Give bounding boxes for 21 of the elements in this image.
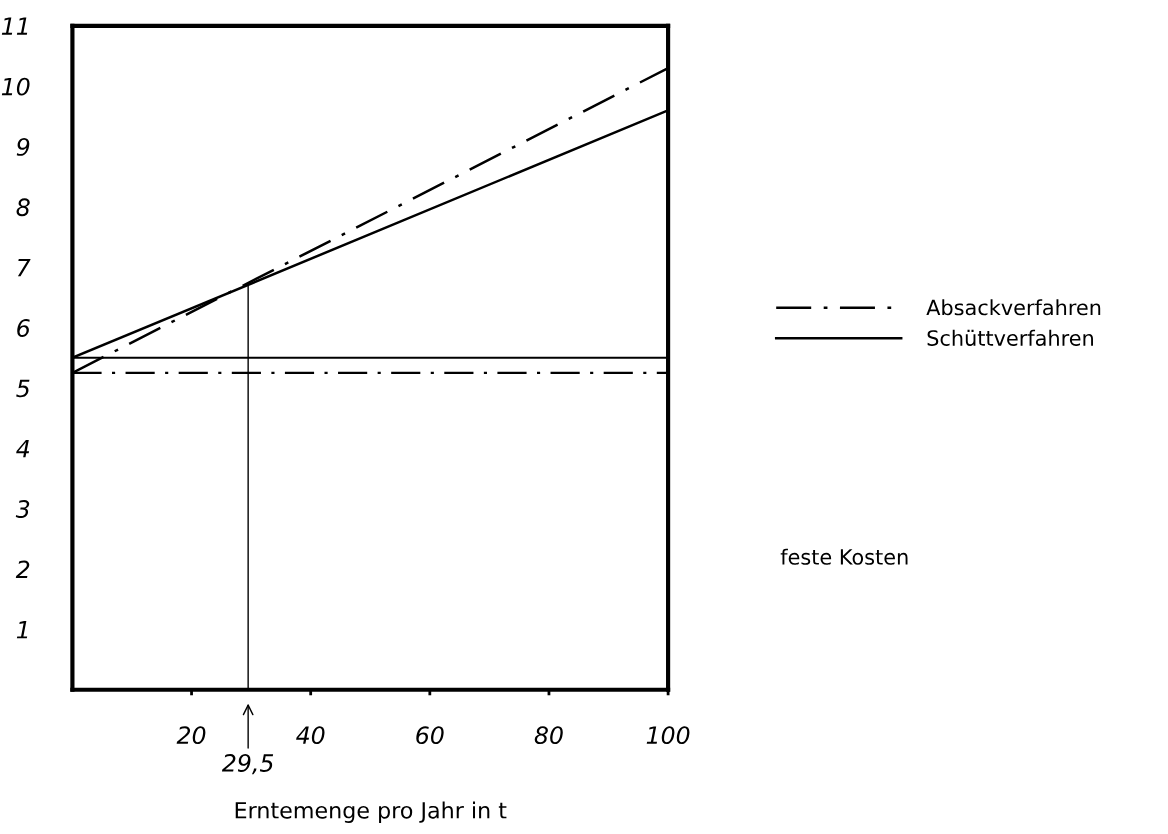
x-tick-label: 60 (416, 726, 444, 745)
y-tick-label: 7 (17, 259, 31, 277)
y-tick-label: 9 (16, 138, 30, 156)
x-tick-label: 80 (534, 726, 563, 745)
x-axis-title: Erntemenge pro Jahr in t (235, 801, 507, 823)
y-tick-label: 10 (1, 77, 30, 96)
y-tick-label: 8 (16, 198, 30, 217)
text: feste Kosten (780, 548, 908, 565)
x-tick-label: 100 (646, 726, 690, 745)
text: Absackverfahren (926, 299, 1101, 316)
annotation: 29,5 (221, 754, 274, 775)
y-tick-label: 6 (17, 319, 30, 337)
y-tick-label: 1 (16, 621, 28, 639)
y-tick-label: 2 (15, 560, 30, 578)
text: Schüttverfahren (927, 329, 1093, 346)
y-tick-label: 5 (16, 379, 30, 398)
y-tick-label: 11 (1, 17, 28, 35)
y-tick-label: 3 (15, 500, 30, 518)
x-tick-label: 20 (176, 726, 206, 745)
y-tick-label: 4 (16, 440, 30, 458)
x-tick-label: 40 (296, 726, 325, 745)
